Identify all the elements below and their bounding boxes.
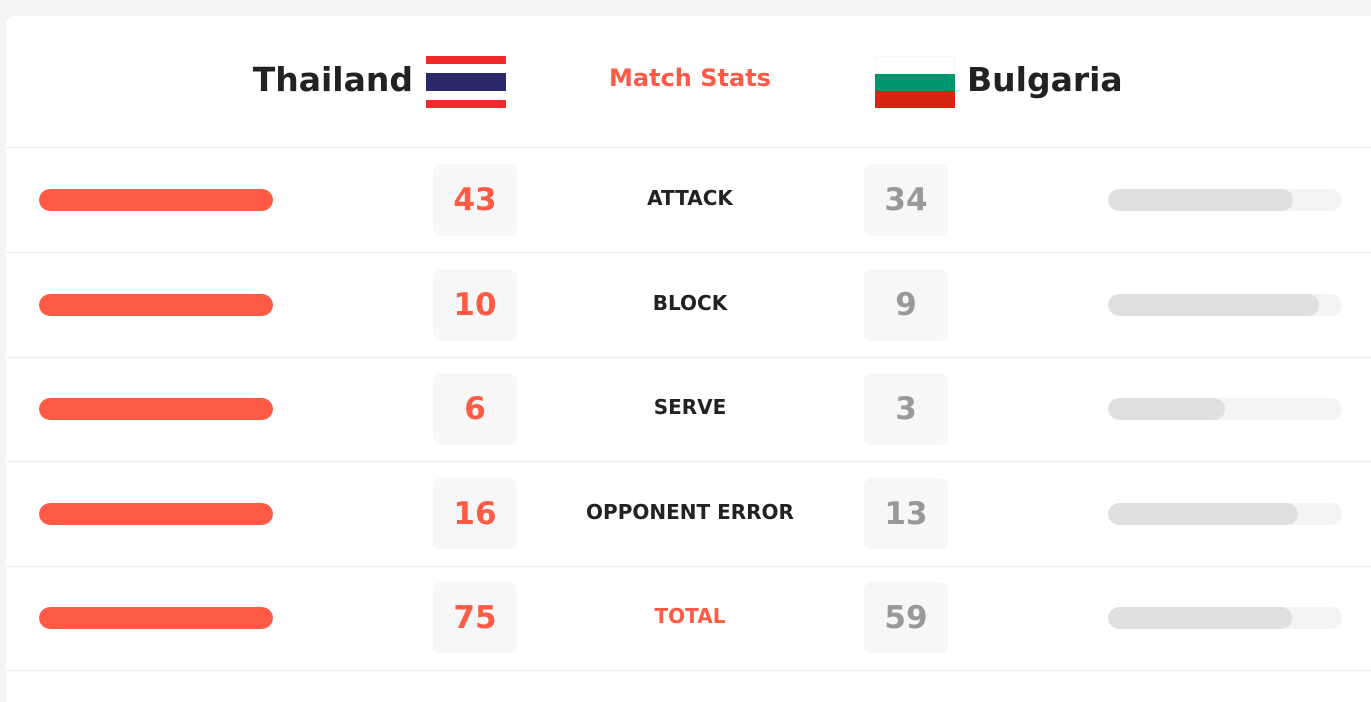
home-value: 75 xyxy=(433,582,517,654)
away-bar xyxy=(1108,398,1225,420)
home-bar-track xyxy=(39,502,273,525)
away-value: 59 xyxy=(864,582,948,654)
away-bar-track xyxy=(1108,293,1342,316)
stat-label: SERVE xyxy=(653,395,727,419)
away-value: 3 xyxy=(864,373,948,445)
stat-row: 43 ATTACK 34 xyxy=(6,148,1371,253)
away-bar-track xyxy=(1108,607,1342,629)
away-flag xyxy=(875,56,955,108)
home-value: 43 xyxy=(433,164,517,236)
stat-row: 75 TOTAL 59 xyxy=(6,566,1371,671)
stat-label: OPPONENT ERROR xyxy=(586,499,794,524)
home-value: 10 xyxy=(433,268,517,341)
away-bar-track xyxy=(1108,502,1342,525)
stat-row: 6 SERVE 3 xyxy=(6,357,1371,462)
away-bar xyxy=(1108,189,1294,211)
home-bar xyxy=(39,189,273,211)
stats-card: Thailand Match Stats Bulgaria 43 ATTACK 34… xyxy=(6,16,1371,702)
stat-label: BLOCK xyxy=(652,290,728,315)
away-bar-track xyxy=(1108,189,1342,211)
away-bar xyxy=(1108,607,1293,629)
home-bar xyxy=(39,398,273,420)
home-bar xyxy=(39,502,273,525)
away-value: 34 xyxy=(864,164,948,236)
home-team: Thailand xyxy=(252,60,413,99)
home-bar xyxy=(39,293,273,316)
away-team: Bulgaria xyxy=(967,60,1123,99)
away-value: 13 xyxy=(864,477,948,550)
home-value: 16 xyxy=(433,477,517,550)
away-bar-track xyxy=(1108,398,1342,420)
stat-label: TOTAL xyxy=(654,604,726,628)
home-bar-track xyxy=(39,607,273,629)
home-value: 6 xyxy=(433,373,517,445)
away-value: 9 xyxy=(864,268,948,341)
home-bar-track xyxy=(39,189,273,211)
header: Thailand Match Stats Bulgaria xyxy=(6,16,1371,148)
stat-label: ATTACK xyxy=(647,186,733,210)
away-bar xyxy=(1108,502,1299,525)
home-bar-track xyxy=(39,293,273,316)
stat-row: 10 BLOCK 9 xyxy=(6,253,1371,358)
home-bar xyxy=(39,607,273,629)
title: Match Stats xyxy=(609,64,771,92)
stat-row: 16 OPPONENT ERROR 13 xyxy=(6,462,1371,567)
home-bar-track xyxy=(39,398,273,420)
home-flag xyxy=(426,56,506,108)
away-bar xyxy=(1108,293,1319,316)
